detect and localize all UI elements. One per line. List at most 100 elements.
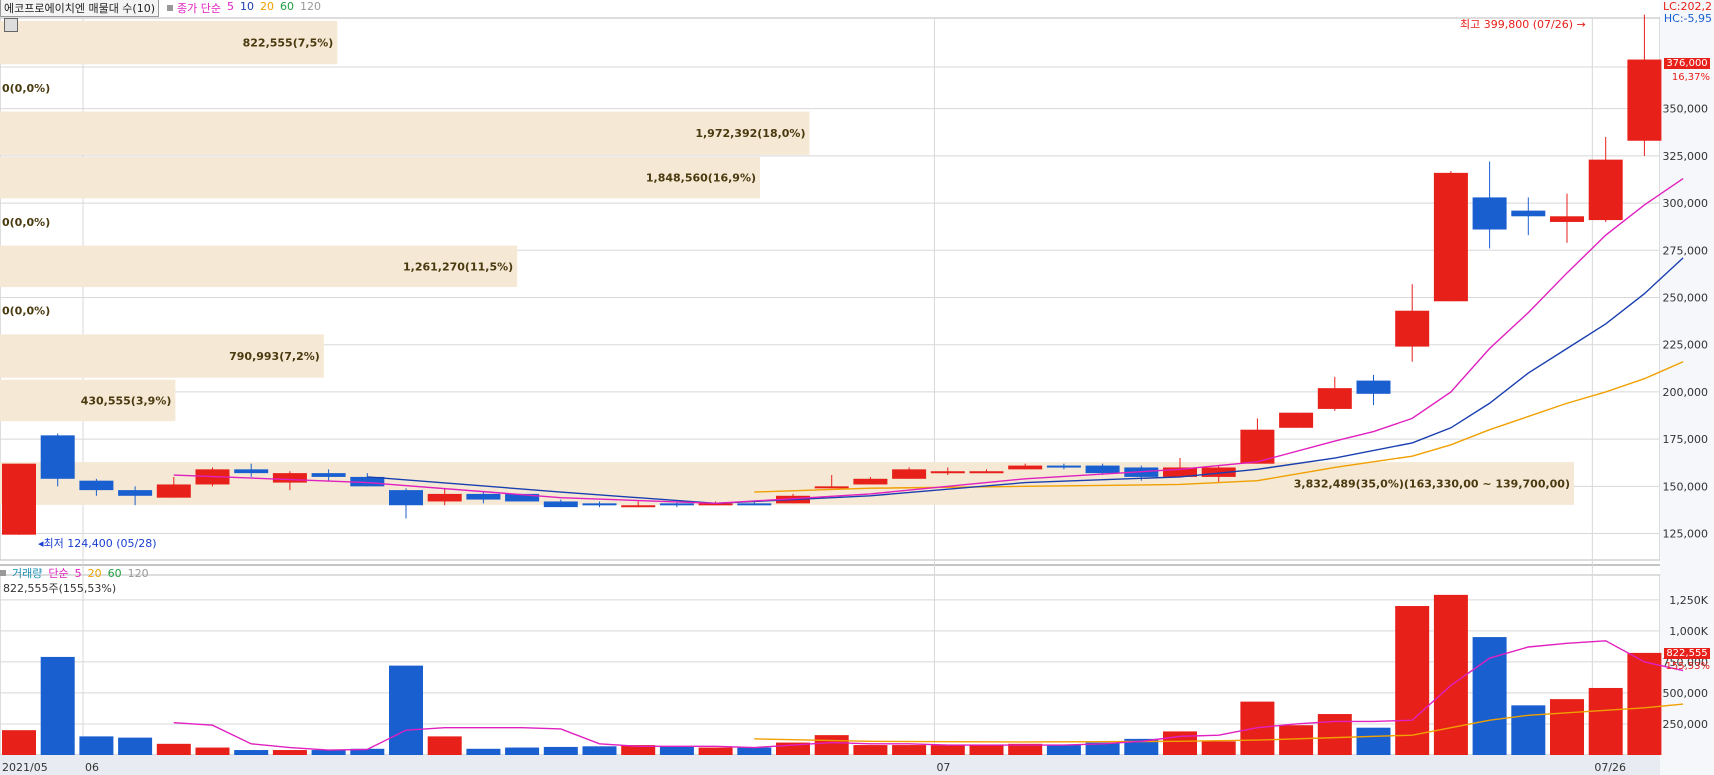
volume-bar bbox=[272, 750, 307, 755]
volume-profile-label: 3,832,489(35,0%)(163,330,00 ~ 139,700,00… bbox=[1294, 477, 1570, 490]
volume-bar bbox=[1472, 637, 1507, 755]
price-tick-label: 150,000 bbox=[1663, 480, 1709, 493]
volume-profile-label: 0(0,0%) bbox=[2, 305, 50, 318]
candle-body bbox=[1008, 465, 1043, 470]
candle-body bbox=[853, 478, 888, 485]
candle-body bbox=[543, 501, 578, 508]
candle-body bbox=[737, 503, 772, 506]
ma-60-label: 60 bbox=[280, 0, 294, 13]
volume-tick-label: 1,250K bbox=[1669, 594, 1708, 607]
volume-bar bbox=[118, 737, 153, 755]
candle-body bbox=[234, 469, 269, 474]
vol-ma-120-label: 120 bbox=[127, 566, 149, 580]
current-volume: 822,555주(155,53%) bbox=[3, 582, 117, 595]
volume-bar bbox=[582, 746, 617, 755]
x-axis-strip bbox=[0, 755, 1714, 775]
volume-label: 거래량 bbox=[12, 567, 43, 580]
price-indicators[interactable]: 종가 단순 5 10 20 60 120 bbox=[177, 0, 321, 16]
volume-bar bbox=[1317, 714, 1352, 755]
volume-bar bbox=[1550, 699, 1584, 755]
volume-profile-bar bbox=[0, 379, 176, 422]
price-tick-label: 250,000 bbox=[1663, 291, 1709, 304]
candle-body bbox=[311, 473, 346, 477]
candle-body bbox=[466, 493, 501, 500]
volume-profile-label: 1,848,560(16,9%) bbox=[646, 172, 756, 185]
stock-title[interactable]: 에코프로에이치엔 매물대 수(10) bbox=[0, 0, 160, 17]
price-tick-label: 125,000 bbox=[1663, 528, 1709, 541]
ma-20-label: 20 bbox=[260, 0, 274, 13]
ma10-line bbox=[367, 257, 1684, 505]
candle-body bbox=[427, 493, 462, 502]
volume-bar bbox=[543, 746, 578, 755]
volume-bar bbox=[1008, 743, 1043, 755]
volume-profile-bar bbox=[0, 20, 338, 65]
price-tick-label: 200,000 bbox=[1663, 386, 1709, 399]
candle-body bbox=[1356, 380, 1391, 394]
price-tick-label: 300,000 bbox=[1663, 197, 1709, 210]
volume-bar bbox=[698, 747, 733, 755]
candle-body bbox=[1240, 429, 1275, 464]
volume-bar bbox=[814, 735, 849, 755]
candle-body bbox=[930, 471, 965, 474]
candle-body bbox=[1046, 465, 1081, 468]
last-volume-pct: 155,53% bbox=[1665, 661, 1711, 672]
candle-body bbox=[1472, 197, 1507, 230]
last-price-tag: 376,000 bbox=[1664, 58, 1710, 69]
volume-ind-label: 단순 bbox=[48, 567, 69, 580]
volume-profile-bar bbox=[0, 156, 761, 199]
candle-body bbox=[1433, 172, 1468, 302]
last-price-pct: 16,37% bbox=[1671, 72, 1710, 83]
candle-body bbox=[892, 469, 927, 479]
x-axis-label: 07/26 bbox=[1594, 761, 1626, 774]
volume-profile-label: 822,555(7,5%) bbox=[243, 37, 334, 50]
volume-profile-bar bbox=[0, 245, 518, 288]
candle-body bbox=[969, 471, 1004, 474]
volume-bar bbox=[1046, 745, 1081, 755]
volume-bar bbox=[1395, 606, 1430, 755]
volume-bar bbox=[930, 745, 965, 755]
calendar-icon[interactable] bbox=[4, 18, 18, 32]
volume-tick-label: 750,000 bbox=[1663, 656, 1709, 669]
volume-bar bbox=[1588, 687, 1623, 755]
volume-bar bbox=[1163, 731, 1197, 755]
volume-bar bbox=[621, 745, 656, 755]
ma-10-label: 10 bbox=[240, 0, 254, 13]
volume-bar bbox=[853, 745, 888, 755]
low-annotation: ◂최저 124,400 (05/28) bbox=[38, 537, 157, 550]
volume-profile-label: 1,261,270(11,5%) bbox=[403, 260, 513, 273]
volume-header[interactable]: 거래량 단순 5 20 60 120 bbox=[0, 565, 149, 581]
volume-bar bbox=[969, 745, 1004, 755]
y-axis-strip bbox=[1660, 0, 1714, 775]
vol-ma-60-label: 60 bbox=[107, 566, 122, 580]
indicator-label: 종가 단순 bbox=[177, 2, 221, 15]
ma5-line bbox=[173, 177, 1684, 505]
volume-bar bbox=[1433, 594, 1468, 755]
candle-body bbox=[1627, 59, 1662, 141]
volume-profile-bar bbox=[0, 334, 324, 378]
candle-body bbox=[79, 480, 114, 491]
volume-bar bbox=[156, 743, 191, 755]
candle-body bbox=[389, 490, 423, 506]
volume-bar bbox=[389, 665, 423, 755]
candle-body bbox=[1550, 216, 1584, 222]
price-tick-label: 175,000 bbox=[1663, 433, 1709, 446]
hc-readout: HC:-5,95 bbox=[1663, 12, 1712, 25]
volume-tick-label: 500,000 bbox=[1663, 687, 1709, 700]
price-tick-label: 225,000 bbox=[1663, 339, 1709, 352]
chart-header: 에코프로에이치엔 매물대 수(10) 종가 단순 5 10 20 60 120 bbox=[0, 0, 321, 17]
candle-body bbox=[272, 473, 307, 483]
volume-bar bbox=[311, 750, 346, 755]
candle-body bbox=[2, 463, 36, 535]
volume-tick-label: 250,000 bbox=[1663, 718, 1709, 731]
volume-ma5-line bbox=[173, 640, 1684, 751]
candle-body bbox=[1395, 310, 1430, 347]
volume-bar bbox=[1279, 725, 1314, 755]
price-tick-label: 350,000 bbox=[1663, 103, 1709, 116]
candle-body bbox=[40, 435, 75, 479]
volume-tick-label: 1,000K bbox=[1669, 625, 1708, 638]
last-volume-tag: 822,555 bbox=[1664, 648, 1710, 659]
volume-bar bbox=[2, 730, 36, 755]
volume-pane bbox=[0, 574, 1661, 756]
volume-ma20-line bbox=[754, 703, 1684, 743]
